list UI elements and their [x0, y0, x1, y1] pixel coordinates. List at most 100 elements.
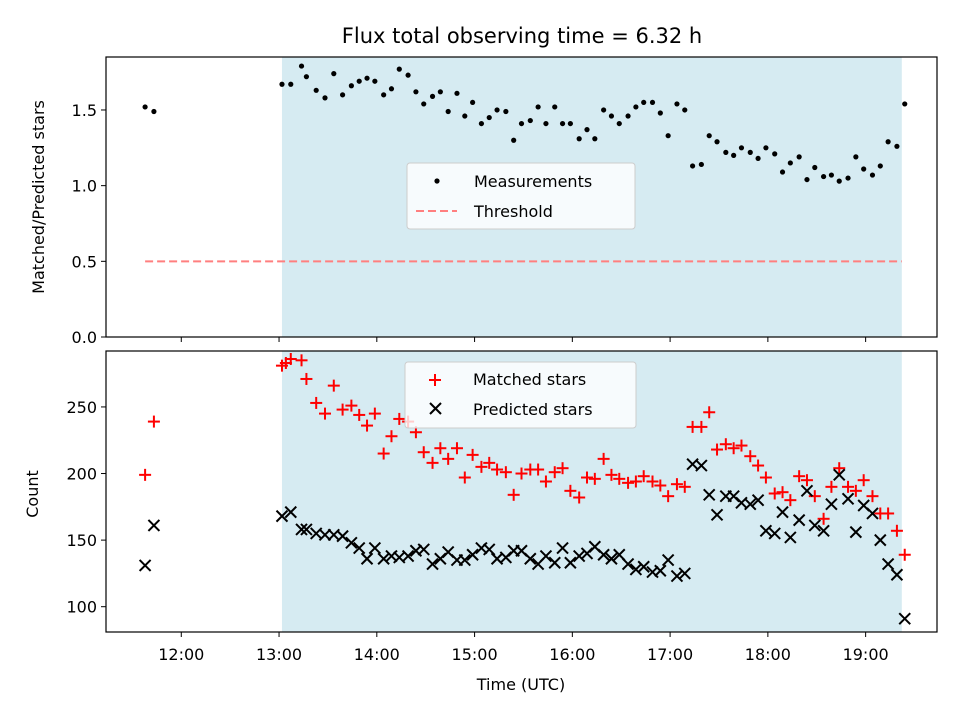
measurement-point [796, 154, 802, 160]
predicted-star-point [483, 543, 496, 556]
ratio-panel: 0.0 0.5 1.0 1.5 Matched/Predicted stars Mea… [29, 56, 938, 347]
measurement-point [674, 101, 680, 107]
matched-star-point [588, 472, 601, 485]
matched-star-point [300, 372, 313, 385]
matched-star-point [564, 484, 577, 497]
measurement-point [641, 99, 647, 106]
measurement-point [331, 71, 337, 77]
measurement-point [445, 108, 451, 115]
measurement-point [437, 89, 443, 95]
legend-marker-predicted [429, 402, 442, 415]
y-tick-label: 250 [66, 398, 97, 417]
predicted-star-point [147, 519, 161, 532]
predicted-star-point [744, 497, 757, 511]
x-tick-label: 19:00 [843, 645, 889, 664]
predicted-star-point [621, 557, 635, 571]
measurement-point [381, 92, 387, 98]
measurement-point [518, 120, 525, 127]
predicted-star-point [637, 560, 650, 573]
matched-star-point [385, 430, 398, 443]
measurement-point [142, 104, 148, 110]
predicted-star-point [360, 552, 374, 565]
matched-star-point [711, 443, 724, 456]
y-tick-label: 0.5 [72, 252, 97, 271]
matched-star-point [622, 476, 635, 489]
matched-star-point [842, 480, 855, 493]
matched-star-point [825, 480, 838, 493]
matched-star-point [284, 352, 297, 365]
matched-star-point [808, 490, 821, 503]
measurement-point [494, 107, 500, 113]
matched-star-point [654, 479, 667, 492]
measurement-point [372, 78, 378, 84]
matched-star-point [678, 480, 691, 493]
measurement-point [608, 113, 615, 119]
measurement-point [714, 139, 720, 145]
legend-label-threshold: Threshold [473, 202, 553, 221]
x-tick-label: 14:00 [354, 645, 400, 664]
matched-star-point [882, 507, 895, 520]
predicted-star-point [275, 509, 289, 523]
matched-star-point [475, 460, 488, 473]
ratio-panel-frame [105, 56, 938, 338]
predicted-star-point [768, 527, 781, 540]
matched-star-point [670, 478, 683, 491]
predicted-star-point [345, 536, 358, 549]
measurement-point [543, 120, 549, 127]
matched-star-point [605, 468, 618, 481]
y-tick-label: 150 [66, 531, 97, 550]
measurement-point [747, 149, 753, 155]
measurement-point [413, 89, 419, 95]
measurement-point [348, 83, 354, 89]
count-panel: 100 150 200 250 12:00 13:00 14:00 15:00 16:00 17… [23, 350, 938, 694]
matched-star-point [613, 472, 626, 485]
measurement-point [567, 120, 573, 127]
matched-star-point [776, 486, 789, 499]
matched-star-point [744, 450, 757, 463]
measurement-point [421, 101, 427, 107]
predicted-star-point [524, 552, 537, 565]
matched-star-point [368, 407, 381, 420]
predicted-star-point [776, 505, 789, 519]
matched-star-point [646, 475, 659, 488]
measurement-point [527, 117, 533, 124]
predicted-star-point [849, 525, 863, 539]
measurement-point [731, 152, 737, 158]
measurement-point [820, 173, 827, 180]
measurement-point [322, 95, 328, 101]
measurement-point [470, 99, 476, 106]
ratio-legend-box [406, 162, 636, 230]
measurement-point [828, 172, 835, 178]
matched-star-point [458, 471, 471, 484]
measurement-point [698, 161, 704, 168]
predicted-star-point [817, 524, 830, 537]
predicted-star-point [401, 549, 415, 563]
matched-star-point [417, 446, 430, 459]
chart-title: Flux total observing time = 6.32 h [342, 24, 702, 48]
predicted-star-point [874, 533, 887, 547]
matched-star-point [361, 419, 374, 432]
measurement-point [779, 169, 786, 175]
measurement-point [723, 149, 729, 155]
matched-star-point [295, 354, 308, 367]
x-axis-label: Time (UTC) [476, 675, 565, 694]
count-legend: Matched stars Predicted stars [404, 361, 637, 429]
predicted-star-point [564, 556, 577, 569]
predicted-star-point [426, 557, 439, 571]
matched-star-point [866, 490, 879, 503]
matched-star-point [727, 442, 740, 455]
measurement-point [279, 81, 285, 87]
legend-marker-measurements [434, 178, 440, 184]
predicted-star-point [654, 564, 667, 577]
matched-star-point [507, 488, 520, 501]
matched-star-point [377, 447, 390, 460]
matched-star-point [327, 379, 340, 392]
matched-star-point [752, 459, 765, 472]
matched-star-point [434, 442, 447, 455]
legend-label-matched: Matched stars [473, 370, 586, 389]
x-tick-label: 18:00 [745, 645, 791, 664]
predicted-star-point [318, 528, 332, 541]
measurement-point [511, 137, 517, 143]
predicted-star-point [661, 553, 675, 567]
